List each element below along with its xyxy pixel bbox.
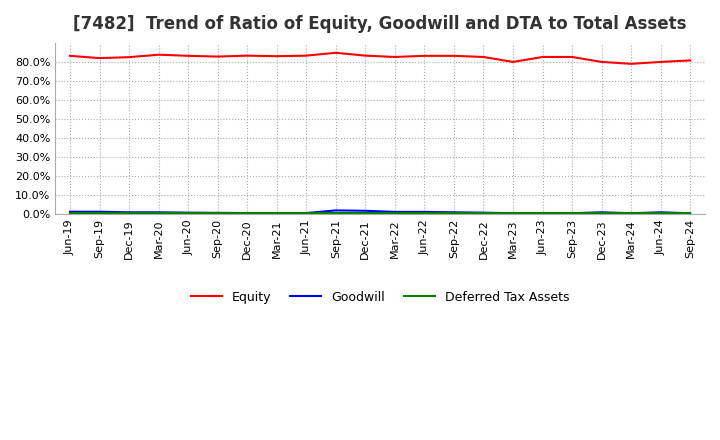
Goodwill xyxy=(627,211,636,216)
Goodwill xyxy=(66,209,74,214)
Equity xyxy=(657,59,665,65)
Equity xyxy=(154,52,163,57)
Deferred Tax Assets xyxy=(272,211,281,216)
Title: [7482]  Trend of Ratio of Equity, Goodwill and DTA to Total Assets: [7482] Trend of Ratio of Equity, Goodwil… xyxy=(73,15,687,33)
Deferred Tax Assets xyxy=(420,211,428,216)
Deferred Tax Assets xyxy=(95,211,104,216)
Deferred Tax Assets xyxy=(213,211,222,216)
Equity xyxy=(213,54,222,59)
Goodwill xyxy=(361,208,369,213)
Equity xyxy=(480,54,488,59)
Goodwill xyxy=(184,210,192,215)
Equity xyxy=(272,54,281,59)
Goodwill xyxy=(657,210,665,215)
Goodwill xyxy=(95,209,104,214)
Deferred Tax Assets xyxy=(539,211,547,216)
Goodwill xyxy=(331,208,340,213)
Deferred Tax Assets xyxy=(509,211,518,216)
Deferred Tax Assets xyxy=(657,211,665,216)
Equity xyxy=(598,59,606,65)
Goodwill xyxy=(598,210,606,215)
Deferred Tax Assets xyxy=(568,211,577,216)
Goodwill xyxy=(509,211,518,216)
Equity xyxy=(539,54,547,59)
Deferred Tax Assets xyxy=(480,211,488,216)
Deferred Tax Assets xyxy=(184,211,192,216)
Equity xyxy=(627,61,636,66)
Deferred Tax Assets xyxy=(302,211,310,216)
Goodwill xyxy=(539,211,547,216)
Equity xyxy=(509,59,518,65)
Deferred Tax Assets xyxy=(331,211,340,216)
Equity xyxy=(568,54,577,59)
Equity xyxy=(686,58,695,63)
Equity xyxy=(302,53,310,58)
Goodwill xyxy=(420,209,428,215)
Deferred Tax Assets xyxy=(243,211,251,216)
Deferred Tax Assets xyxy=(598,211,606,216)
Equity xyxy=(125,55,133,60)
Deferred Tax Assets xyxy=(449,211,458,216)
Deferred Tax Assets xyxy=(154,211,163,216)
Equity xyxy=(390,54,399,59)
Deferred Tax Assets xyxy=(686,211,695,216)
Deferred Tax Assets xyxy=(390,211,399,216)
Goodwill xyxy=(302,210,310,216)
Equity xyxy=(66,53,74,59)
Goodwill xyxy=(568,211,577,216)
Equity xyxy=(95,55,104,61)
Deferred Tax Assets xyxy=(66,211,74,216)
Goodwill xyxy=(480,210,488,215)
Equity xyxy=(420,53,428,59)
Equity xyxy=(243,53,251,58)
Deferred Tax Assets xyxy=(125,211,133,216)
Goodwill xyxy=(449,210,458,215)
Line: Goodwill: Goodwill xyxy=(70,210,690,213)
Line: Equity: Equity xyxy=(70,53,690,64)
Goodwill xyxy=(154,210,163,215)
Goodwill xyxy=(686,211,695,216)
Equity xyxy=(184,53,192,59)
Goodwill xyxy=(243,210,251,216)
Goodwill xyxy=(390,209,399,215)
Equity xyxy=(331,50,340,55)
Goodwill xyxy=(272,211,281,216)
Legend: Equity, Goodwill, Deferred Tax Assets: Equity, Goodwill, Deferred Tax Assets xyxy=(186,286,575,308)
Goodwill xyxy=(125,210,133,215)
Equity xyxy=(361,53,369,58)
Goodwill xyxy=(213,210,222,216)
Equity xyxy=(449,53,458,59)
Deferred Tax Assets xyxy=(627,211,636,216)
Deferred Tax Assets xyxy=(361,211,369,216)
